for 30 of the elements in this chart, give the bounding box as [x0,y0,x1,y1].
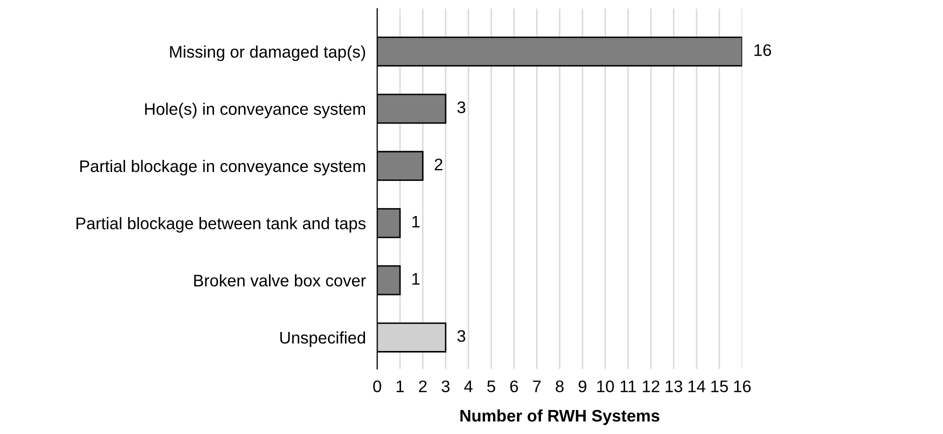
x-tick-label: 13 [666,380,682,392]
x-axis-title: Number of RWH Systems [460,409,660,425]
x-tick-label: 16 [734,380,751,392]
y-tick-label: Missing or damaged tap(s) [170,46,366,62]
x-tick-label: 8 [556,380,564,392]
x-tick-label: 10 [597,380,614,392]
x-tick-label: 11 [620,380,636,392]
x-tick-label: 1 [396,380,404,392]
x-tick-label: 3 [442,380,450,392]
x-tick-label: 4 [464,380,473,392]
data-label: 3 [457,330,466,342]
data-label: 1 [412,216,420,228]
x-tick-label: 12 [642,380,660,392]
data-label: 16 [754,44,772,56]
y-tick-label: Partial blockage in conveyance system [80,160,366,176]
x-tick-label: 9 [578,380,586,392]
data-label: 3 [457,101,466,114]
data-label: 2 [434,158,442,170]
x-tick-label: 6 [510,380,518,392]
data-label: 1 [412,273,420,285]
y-tick-label: Partial blockage between tank and taps [76,217,366,233]
x-tick-label: 2 [419,380,427,392]
x-tick-label: 0 [373,380,382,392]
x-tick-label: 5 [487,380,496,392]
x-tick-label: 15 [711,380,728,392]
x-tick-label: 14 [688,380,706,392]
y-tick-label: Broken valve box cover [194,274,366,286]
y-tick-label: Hole(s) in conveyance system [145,102,365,118]
y-tick-label: Unspecified [280,331,366,347]
x-tick-label: 7 [533,380,541,392]
